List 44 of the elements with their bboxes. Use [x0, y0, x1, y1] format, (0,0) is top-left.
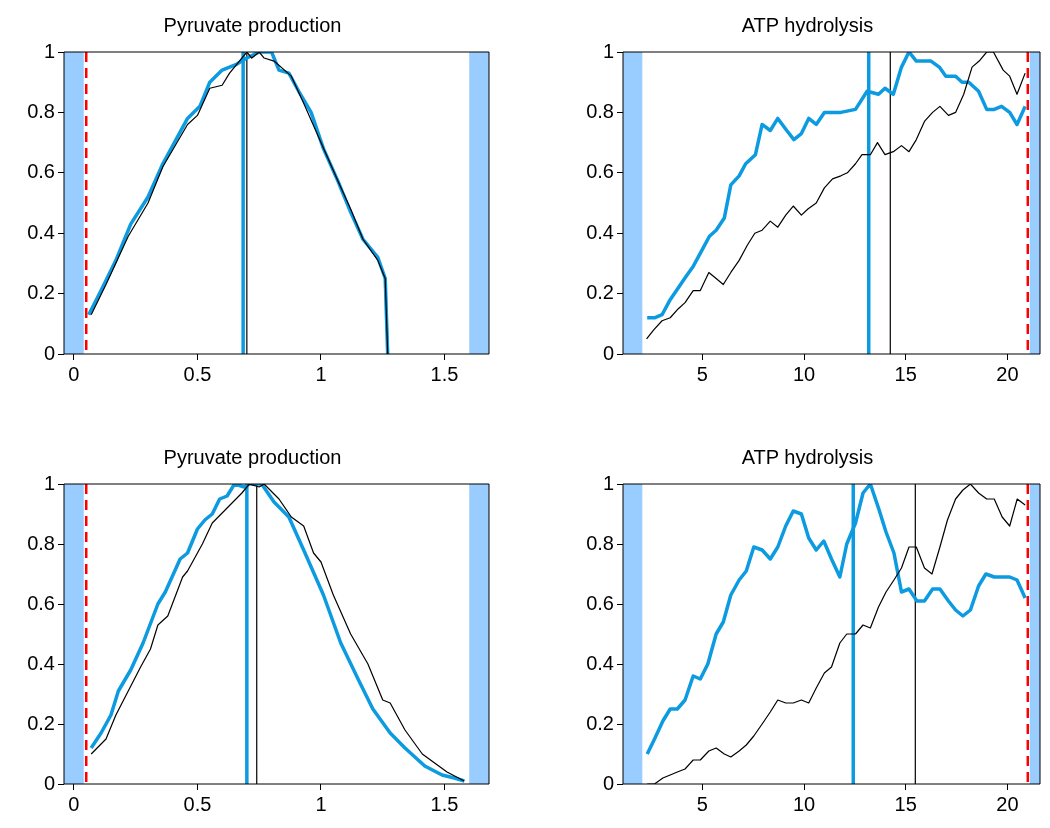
y-tick-label: 0.8 — [586, 99, 614, 122]
x-tick-label: 5 — [696, 792, 708, 815]
y-tick-label: 0.2 — [586, 711, 614, 734]
x-tick-label: 20 — [996, 362, 1019, 385]
y-tick-label: 1 — [602, 471, 614, 494]
chart-title: Pyruvate production — [163, 445, 342, 468]
x-tick-label: 0.5 — [183, 792, 212, 815]
y-tick-label: 0.4 — [586, 220, 614, 243]
x-tick-label: 1.5 — [430, 792, 459, 815]
y-tick-label: 0.6 — [27, 591, 55, 614]
y-tick-label: 1 — [602, 39, 614, 62]
y-tick-label: 0 — [43, 771, 55, 794]
x-tick-label: 10 — [792, 362, 816, 385]
y-tick-label: 0.4 — [27, 651, 55, 674]
x-tick-label: 1.5 — [430, 362, 459, 385]
y-tick-label: 0.2 — [586, 281, 614, 304]
x-tick-label: 0 — [68, 362, 80, 385]
y-tick-label: 0.6 — [586, 160, 614, 183]
chart-title: Pyruvate production — [163, 13, 342, 36]
y-tick-label: 0 — [43, 341, 55, 364]
y-tick-label: 0.6 — [27, 160, 55, 183]
y-tick-label: 0.4 — [27, 220, 55, 243]
x-tick-label: 5 — [696, 362, 708, 385]
y-tick-label: 0.6 — [586, 591, 614, 614]
x-tick-label: 15 — [894, 792, 917, 815]
x-tick-label: 1 — [315, 792, 327, 815]
y-tick-label: 0.4 — [586, 651, 614, 674]
y-tick-label: 0.8 — [27, 99, 55, 122]
y-tick-label: 0.8 — [27, 531, 55, 554]
x-tick-label: 10 — [792, 792, 816, 815]
y-tick-label: 0.2 — [27, 281, 55, 304]
y-tick-label: 1 — [43, 471, 55, 494]
chart-title: ATP hydrolysis — [741, 445, 874, 468]
y-tick-label: 1 — [43, 39, 55, 62]
y-tick-label: 0.8 — [586, 531, 614, 554]
x-tick-label: 15 — [894, 362, 917, 385]
y-tick-label: 0 — [602, 771, 614, 794]
x-tick-label: 1 — [315, 362, 327, 385]
y-tick-label: 0.2 — [27, 711, 55, 734]
x-tick-label: 20 — [996, 792, 1019, 815]
chart-title: ATP hydrolysis — [741, 13, 874, 36]
x-tick-label: 0.5 — [183, 362, 212, 385]
y-tick-label: 0 — [602, 341, 614, 364]
x-tick-label: 0 — [68, 792, 80, 815]
